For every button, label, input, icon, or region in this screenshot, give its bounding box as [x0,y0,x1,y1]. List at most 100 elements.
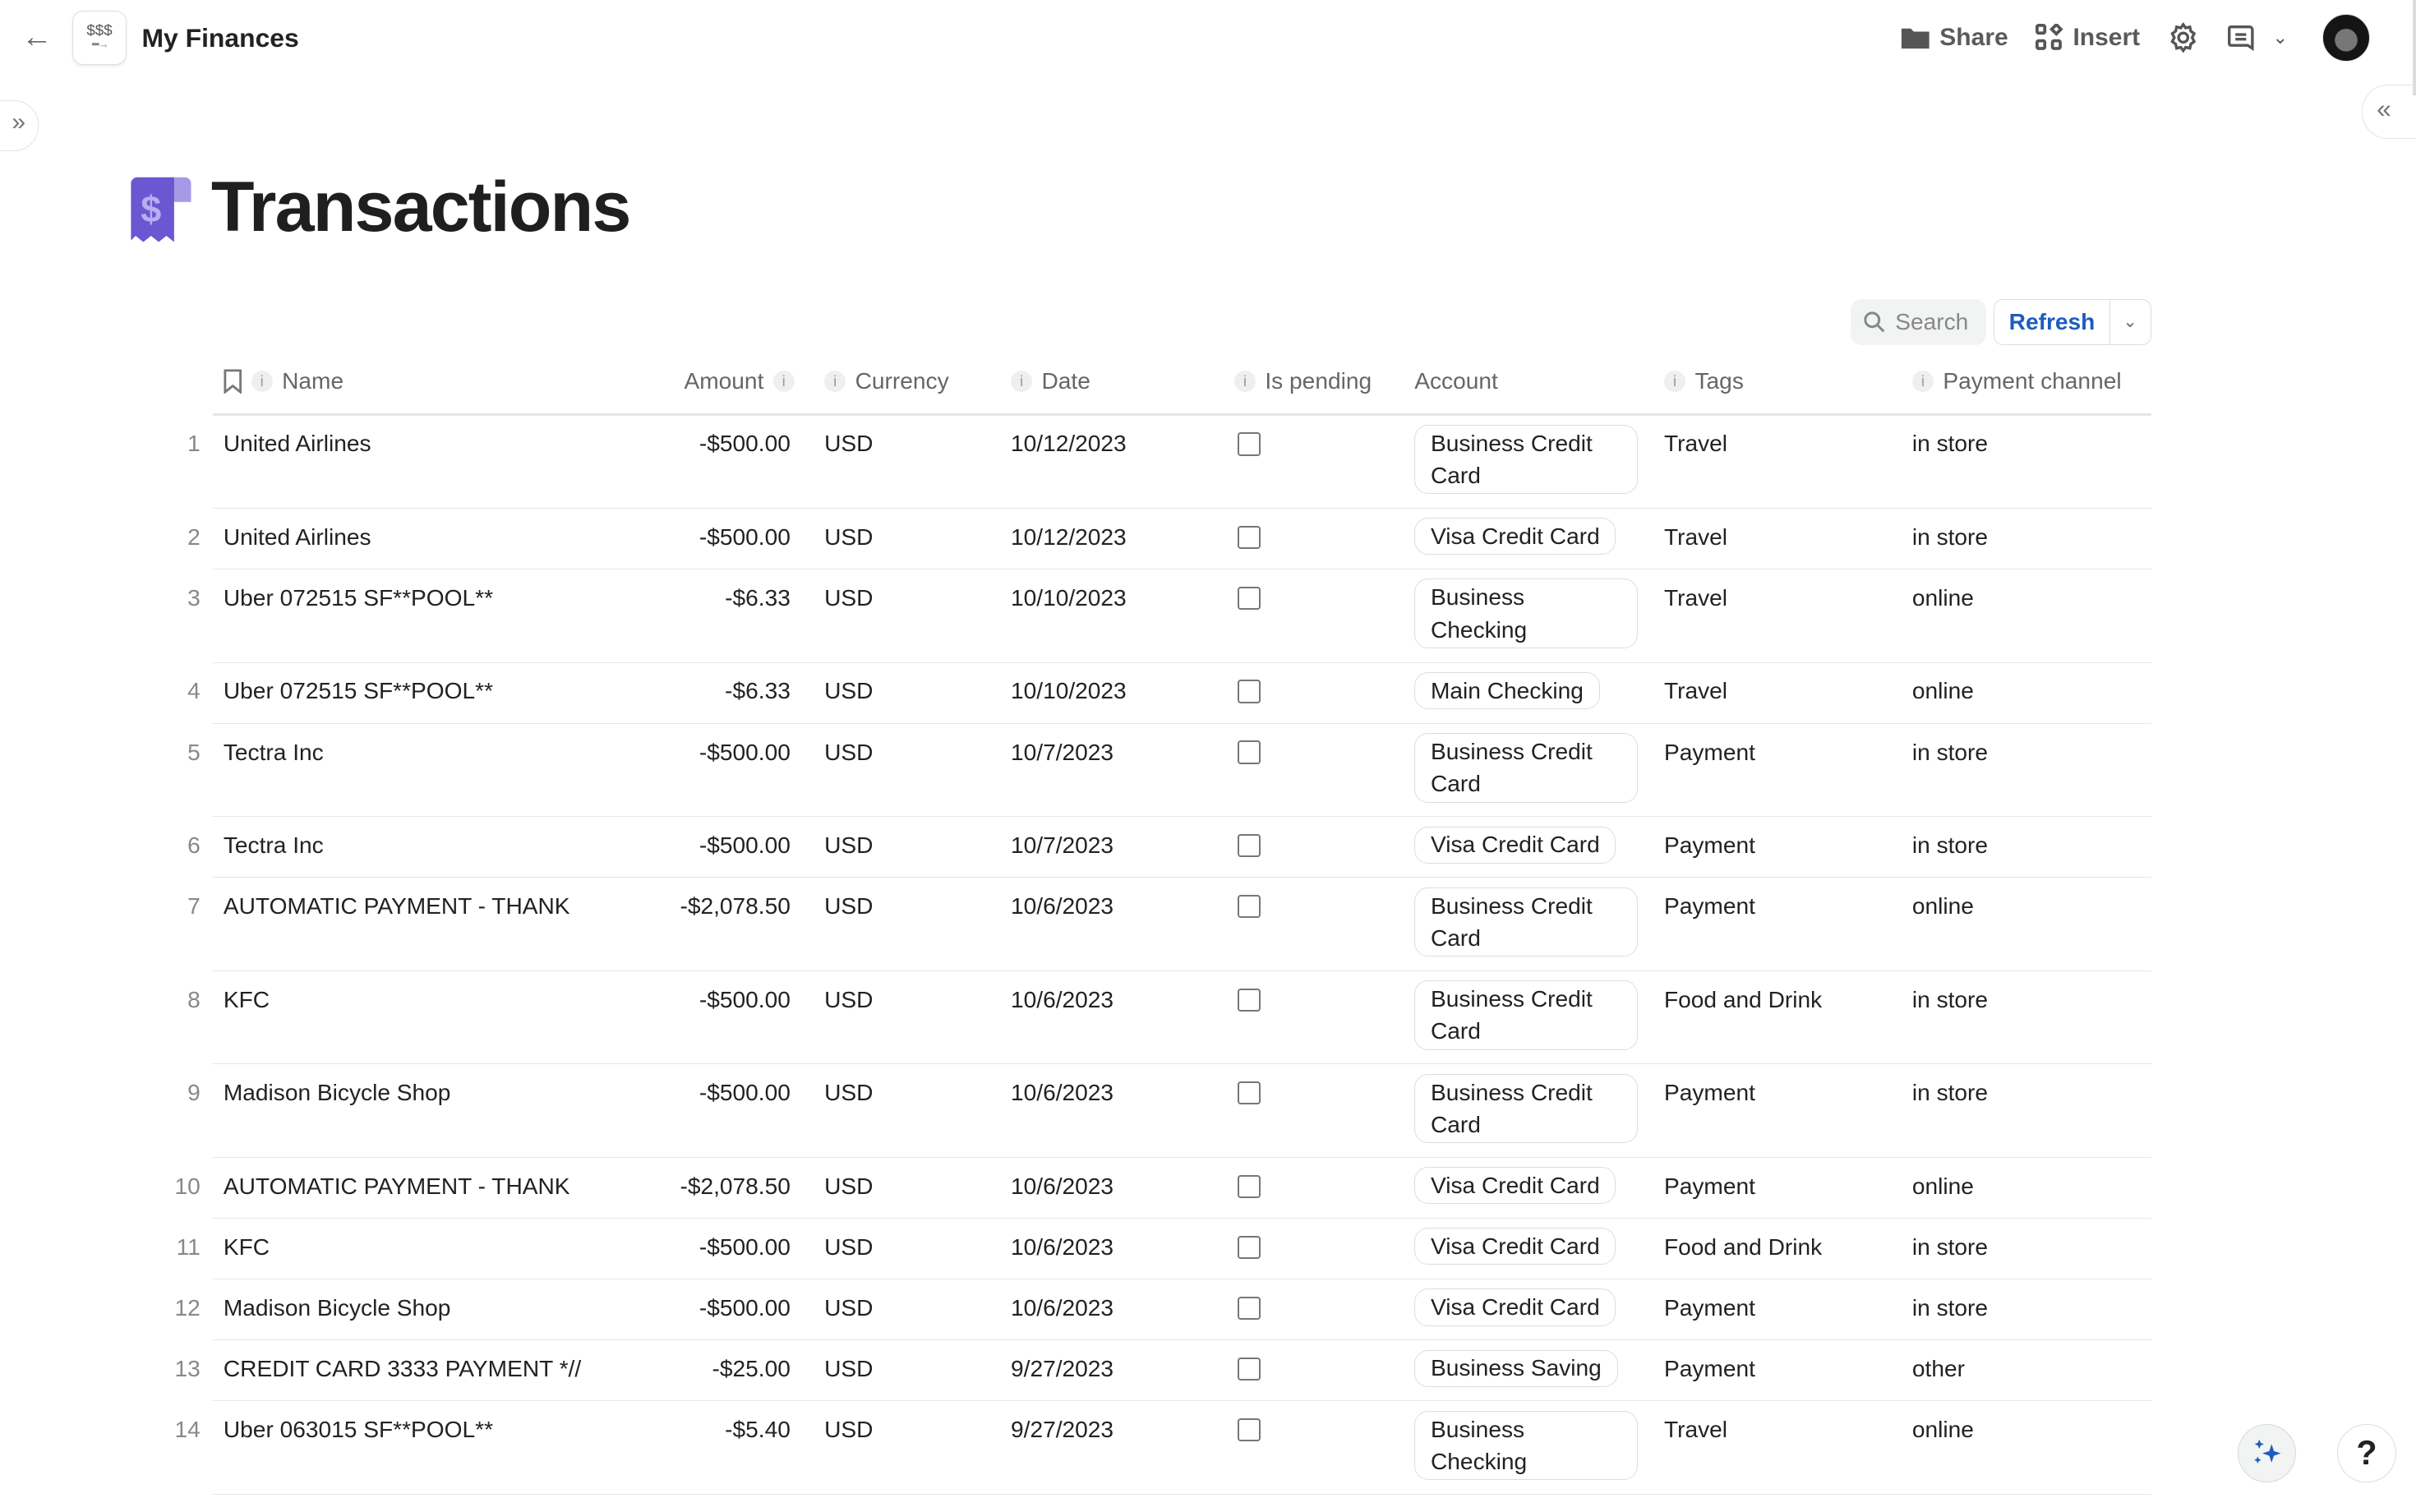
doc-title[interactable]: My Finances [141,23,299,53]
cell-payment-channel[interactable]: online [1911,1173,1974,1199]
info-icon[interactable]: i [772,371,795,393]
cell-date[interactable]: 10/6/2023 [1011,986,1114,1012]
is-pending-checkbox[interactable] [1237,1418,1261,1442]
cell-tags[interactable]: Payment [1664,1173,1755,1199]
table-row[interactable]: 7 AUTOMATIC PAYMENT - THANK -$2,078.50 USD 1… [187,878,2151,971]
cell-date[interactable]: 9/27/2023 [1011,1356,1114,1381]
account-pill[interactable]: Business Credit Card [1414,980,1639,1050]
cell-amount[interactable]: -$6.33 [725,584,791,611]
cell-payment-channel[interactable]: in store [1911,1080,1989,1106]
cell-name[interactable]: Uber 072515 SF**POOL** [223,584,494,611]
cell-payment-channel[interactable]: in store [1911,431,1989,457]
cell-amount[interactable]: -$25.00 [712,1356,791,1381]
cell-amount[interactable]: -$2,078.50 [680,1173,791,1199]
cell-payment-channel[interactable]: in store [1911,523,1989,550]
cell-payment-channel[interactable]: in store [1911,1294,1989,1321]
account-pill[interactable]: Visa Credit Card [1414,1288,1616,1326]
share-button[interactable]: Share [1900,24,2008,52]
cell-name[interactable]: Tectra Inc [223,739,324,765]
col-header-currency[interactable]: i Currency [824,368,949,394]
cell-account[interactable]: Business Saving [1414,1349,1618,1387]
table-row[interactable]: 6 Tectra Inc -$500.00 USD 10/7/2023 Visa Cred… [187,817,2151,878]
cell-account[interactable]: Visa Credit Card [1414,518,1616,555]
cell-account[interactable]: Business Checking [1414,1410,1639,1481]
table-row[interactable]: 4 Uber 072515 SF**POOL** -$6.33 USD 10/10/20… [187,663,2151,724]
cell-account[interactable]: Visa Credit Card [1414,1167,1616,1205]
cell-tags[interactable]: Travel [1664,584,1728,611]
cell-amount[interactable]: -$500.00 [699,739,791,765]
cell-currency[interactable]: USD [824,1080,874,1106]
col-header-amount[interactable]: Amount i [685,368,795,394]
cell-name[interactable]: KFC [223,1233,270,1260]
cell-account[interactable]: Visa Credit Card [1414,1288,1616,1326]
col-header-name[interactable]: i Name [224,368,343,394]
account-pill[interactable]: Visa Credit Card [1414,1228,1616,1265]
account-pill[interactable]: Business Checking [1414,579,1639,648]
col-header-account[interactable]: Account [1414,368,1498,394]
cell-payment-channel[interactable]: in store [1911,832,1989,858]
ai-assistant-button[interactable] [2237,1423,2296,1482]
is-pending-checkbox[interactable] [1237,988,1261,1012]
cell-account[interactable]: Main Checking [1414,671,1600,709]
cell-tags[interactable]: Travel [1664,1417,1728,1443]
cell-account[interactable]: Business Credit Card [1414,1073,1639,1144]
comments-button[interactable] [2226,22,2257,53]
info-icon[interactable]: i [251,371,273,393]
cell-currency[interactable]: USD [824,832,874,858]
help-button[interactable]: ? [2337,1423,2396,1482]
cell-currency[interactable]: USD [824,739,874,765]
cell-account[interactable]: Business Credit Card [1414,887,1639,957]
cell-amount[interactable]: -$6.33 [725,678,791,704]
account-pill[interactable]: Visa Credit Card [1414,518,1616,555]
account-pill[interactable]: Main Checking [1414,671,1600,709]
info-icon[interactable]: i [1664,371,1686,393]
info-icon[interactable]: i [824,371,846,393]
cell-account[interactable]: Business Credit Card [1414,980,1639,1050]
cell-name[interactable]: Tectra Inc [223,832,324,858]
cell-payment-channel[interactable]: in store [1911,986,1989,1012]
cell-name[interactable]: Uber 072515 SF**POOL** [223,678,494,704]
cell-date[interactable]: 10/7/2023 [1011,832,1114,858]
cell-tags[interactable]: Travel [1664,678,1728,704]
table-row[interactable]: 10 AUTOMATIC PAYMENT - THANK -$2,078.50 USD… [174,1158,2151,1219]
cell-tags[interactable]: Food and Drink [1664,986,1823,1012]
cell-amount[interactable]: -$500.00 [699,986,791,1012]
cell-date[interactable]: 10/12/2023 [1011,431,1127,457]
account-pill[interactable]: Business Saving [1414,1349,1618,1387]
table-row[interactable]: 14 Uber 063015 SF**POOL** -$5.40 USD 9/27/20… [174,1401,2151,1495]
cell-account[interactable]: Business Credit Card [1414,424,1639,495]
info-icon[interactable]: i [1011,371,1033,393]
table-row[interactable]: 8 KFC -$500.00 USD 10/6/2023 Business Credit … [187,971,2151,1065]
cell-currency[interactable]: USD [824,678,874,704]
cell-currency[interactable]: USD [824,1233,874,1260]
cell-amount[interactable]: -$500.00 [699,832,791,858]
cell-tags[interactable]: Payment [1664,1080,1755,1106]
cell-tags[interactable]: Payment [1664,832,1755,858]
cell-date[interactable]: 10/7/2023 [1011,739,1114,765]
table-row[interactable]: 12 Madison Bicycle Shop -$500.00 USD 10/6/20… [174,1279,2151,1341]
cell-payment-channel[interactable]: online [1911,1417,1974,1443]
cell-amount[interactable]: -$2,078.50 [680,893,791,920]
cell-amount[interactable]: -$500.00 [699,431,791,457]
account-pill[interactable]: Business Credit Card [1414,1073,1639,1144]
col-header-is-pending[interactable]: i Is pending [1233,368,1372,394]
cell-payment-channel[interactable]: in store [1911,1233,1989,1260]
avatar[interactable] [2321,13,2370,62]
cell-name[interactable]: United Airlines [223,431,371,457]
is-pending-checkbox[interactable] [1237,1081,1261,1105]
table-row[interactable]: 9 Madison Bicycle Shop -$500.00 USD 10/6/202… [187,1064,2151,1158]
col-header-tags[interactable]: i Tags [1664,368,1744,394]
expand-sidebar-button[interactable]: » [0,99,39,151]
is-pending-checkbox[interactable] [1237,895,1261,919]
cell-name[interactable]: Uber 063015 SF**POOL** [223,1417,494,1443]
cell-tags[interactable]: Payment [1664,1294,1755,1321]
cell-date[interactable]: 10/6/2023 [1011,893,1114,920]
refresh-dropdown-chevron-icon[interactable]: ⌄ [2123,312,2137,332]
is-pending-checkbox[interactable] [1237,740,1261,764]
cell-date[interactable]: 10/6/2023 [1011,1233,1114,1260]
account-pill[interactable]: Business Checking [1414,1410,1639,1481]
cell-currency[interactable]: USD [824,986,874,1012]
cell-date[interactable]: 10/6/2023 [1011,1294,1114,1321]
cell-date[interactable]: 10/12/2023 [1011,523,1127,550]
cell-account[interactable]: Business Credit Card [1414,733,1639,803]
